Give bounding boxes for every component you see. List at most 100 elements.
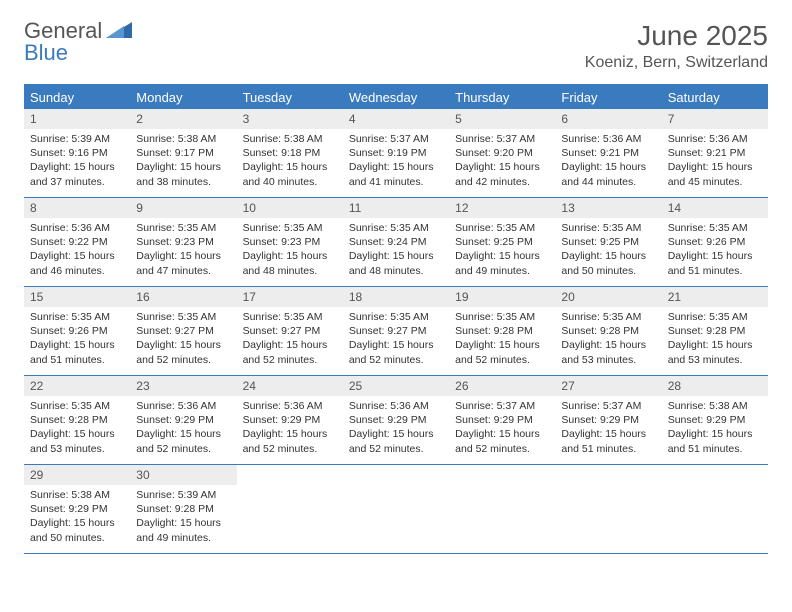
day-ss: Sunset: 9:29 PM xyxy=(668,413,762,427)
day-cell: 13Sunrise: 5:35 AMSunset: 9:25 PMDayligh… xyxy=(555,198,661,286)
week-row: 8Sunrise: 5:36 AMSunset: 9:22 PMDaylight… xyxy=(24,198,768,287)
day-ss: Sunset: 9:29 PM xyxy=(455,413,549,427)
day-details: Sunrise: 5:35 AMSunset: 9:26 PMDaylight:… xyxy=(662,218,768,284)
day-details: Sunrise: 5:37 AMSunset: 9:29 PMDaylight:… xyxy=(555,396,661,462)
day-cell: 4Sunrise: 5:37 AMSunset: 9:19 PMDaylight… xyxy=(343,109,449,197)
day-sr: Sunrise: 5:35 AM xyxy=(30,310,124,324)
day-sr: Sunrise: 5:35 AM xyxy=(561,221,655,235)
day-dl2: and 52 minutes. xyxy=(455,442,549,456)
day-dl1: Daylight: 15 hours xyxy=(349,427,443,441)
day-dl2: and 53 minutes. xyxy=(561,353,655,367)
day-dl2: and 52 minutes. xyxy=(349,353,443,367)
day-cell: 15Sunrise: 5:35 AMSunset: 9:26 PMDayligh… xyxy=(24,287,130,375)
day-dl1: Daylight: 15 hours xyxy=(30,338,124,352)
day-cell: 21Sunrise: 5:35 AMSunset: 9:28 PMDayligh… xyxy=(662,287,768,375)
day-ss: Sunset: 9:26 PM xyxy=(668,235,762,249)
day-ss: Sunset: 9:29 PM xyxy=(30,502,124,516)
day-sr: Sunrise: 5:39 AM xyxy=(136,488,230,502)
day-sr: Sunrise: 5:35 AM xyxy=(455,310,549,324)
day-dl1: Daylight: 15 hours xyxy=(668,338,762,352)
day-dl1: Daylight: 15 hours xyxy=(136,338,230,352)
day-number: 18 xyxy=(343,287,449,307)
page-subtitle: Koeniz, Bern, Switzerland xyxy=(585,54,768,72)
day-cell: 25Sunrise: 5:36 AMSunset: 9:29 PMDayligh… xyxy=(343,376,449,464)
weekday-label: Tuesday xyxy=(237,86,343,109)
day-sr: Sunrise: 5:38 AM xyxy=(136,132,230,146)
day-details: Sunrise: 5:36 AMSunset: 9:29 PMDaylight:… xyxy=(130,396,236,462)
day-ss: Sunset: 9:21 PM xyxy=(668,146,762,160)
day-cell: 10Sunrise: 5:35 AMSunset: 9:23 PMDayligh… xyxy=(237,198,343,286)
day-number: 16 xyxy=(130,287,236,307)
day-sr: Sunrise: 5:35 AM xyxy=(30,399,124,413)
day-number: 30 xyxy=(130,465,236,485)
day-cell: 5Sunrise: 5:37 AMSunset: 9:20 PMDaylight… xyxy=(449,109,555,197)
weekday-row: Sunday Monday Tuesday Wednesday Thursday… xyxy=(24,86,768,109)
day-sr: Sunrise: 5:38 AM xyxy=(30,488,124,502)
week-row: 1Sunrise: 5:39 AMSunset: 9:16 PMDaylight… xyxy=(24,109,768,198)
title-block: June 2025 Koeniz, Bern, Switzerland xyxy=(585,20,768,72)
day-ss: Sunset: 9:24 PM xyxy=(349,235,443,249)
day-ss: Sunset: 9:28 PM xyxy=(136,502,230,516)
day-ss: Sunset: 9:29 PM xyxy=(136,413,230,427)
day-dl1: Daylight: 15 hours xyxy=(243,427,337,441)
day-cell: 14Sunrise: 5:35 AMSunset: 9:26 PMDayligh… xyxy=(662,198,768,286)
day-sr: Sunrise: 5:35 AM xyxy=(136,310,230,324)
day-dl1: Daylight: 15 hours xyxy=(243,338,337,352)
day-details: Sunrise: 5:35 AMSunset: 9:24 PMDaylight:… xyxy=(343,218,449,284)
day-details: Sunrise: 5:36 AMSunset: 9:29 PMDaylight:… xyxy=(343,396,449,462)
day-dl2: and 48 minutes. xyxy=(243,264,337,278)
page-header: General Blue June 2025 Koeniz, Bern, Swi… xyxy=(24,20,768,72)
day-ss: Sunset: 9:21 PM xyxy=(561,146,655,160)
day-ss: Sunset: 9:28 PM xyxy=(30,413,124,427)
day-cell: 23Sunrise: 5:36 AMSunset: 9:29 PMDayligh… xyxy=(130,376,236,464)
day-number: 1 xyxy=(24,109,130,129)
day-dl1: Daylight: 15 hours xyxy=(349,249,443,263)
day-sr: Sunrise: 5:36 AM xyxy=(349,399,443,413)
day-dl2: and 52 minutes. xyxy=(136,353,230,367)
day-cell: 9Sunrise: 5:35 AMSunset: 9:23 PMDaylight… xyxy=(130,198,236,286)
day-ss: Sunset: 9:28 PM xyxy=(668,324,762,338)
day-cell: 17Sunrise: 5:35 AMSunset: 9:27 PMDayligh… xyxy=(237,287,343,375)
day-ss: Sunset: 9:18 PM xyxy=(243,146,337,160)
weekday-label: Wednesday xyxy=(343,86,449,109)
day-number: 8 xyxy=(24,198,130,218)
day-sr: Sunrise: 5:36 AM xyxy=(561,132,655,146)
day-sr: Sunrise: 5:35 AM xyxy=(668,221,762,235)
day-dl2: and 51 minutes. xyxy=(668,264,762,278)
day-cell: 22Sunrise: 5:35 AMSunset: 9:28 PMDayligh… xyxy=(24,376,130,464)
day-details: Sunrise: 5:35 AMSunset: 9:27 PMDaylight:… xyxy=(343,307,449,373)
day-cell: 20Sunrise: 5:35 AMSunset: 9:28 PMDayligh… xyxy=(555,287,661,375)
day-ss: Sunset: 9:29 PM xyxy=(561,413,655,427)
day-details: Sunrise: 5:37 AMSunset: 9:29 PMDaylight:… xyxy=(449,396,555,462)
day-ss: Sunset: 9:17 PM xyxy=(136,146,230,160)
day-dl1: Daylight: 15 hours xyxy=(349,160,443,174)
week-row: 29Sunrise: 5:38 AMSunset: 9:29 PMDayligh… xyxy=(24,465,768,554)
day-details: Sunrise: 5:35 AMSunset: 9:25 PMDaylight:… xyxy=(555,218,661,284)
day-dl2: and 38 minutes. xyxy=(136,175,230,189)
day-dl2: and 47 minutes. xyxy=(136,264,230,278)
day-number: 15 xyxy=(24,287,130,307)
day-number: 19 xyxy=(449,287,555,307)
day-cell: 24 Sunrise: 5:36 AMSunset: 9:29 PMDayligh… xyxy=(237,376,343,464)
day-details: Sunrise: 5:38 AMSunset: 9:18 PMDaylight:… xyxy=(237,129,343,195)
day-number: 7 xyxy=(662,109,768,129)
day-number: 21 xyxy=(662,287,768,307)
day-sr: Sunrise: 5:35 AM xyxy=(136,221,230,235)
day-cell xyxy=(449,465,555,553)
day-dl1: Daylight: 15 hours xyxy=(561,427,655,441)
day-number: 24 xyxy=(237,376,343,396)
day-sr: Sunrise: 5:36 AM xyxy=(243,399,337,413)
day-dl1: Daylight: 15 hours xyxy=(136,249,230,263)
day-dl2: and 49 minutes. xyxy=(136,531,230,545)
day-details: Sunrise: 5:37 AMSunset: 9:19 PMDaylight:… xyxy=(343,129,449,195)
weekday-label: Saturday xyxy=(662,86,768,109)
logo-line1: General xyxy=(24,20,102,42)
day-ss: Sunset: 9:29 PM xyxy=(243,413,337,427)
day-number: 9 xyxy=(130,198,236,218)
day-dl2: and 52 minutes. xyxy=(243,353,337,367)
day-cell: 7Sunrise: 5:36 AMSunset: 9:21 PMDaylight… xyxy=(662,109,768,197)
day-number: 25 xyxy=(343,376,449,396)
weekday-label: Friday xyxy=(555,86,661,109)
day-dl2: and 41 minutes. xyxy=(349,175,443,189)
day-details: Sunrise: 5:39 AMSunset: 9:16 PMDaylight:… xyxy=(24,129,130,195)
